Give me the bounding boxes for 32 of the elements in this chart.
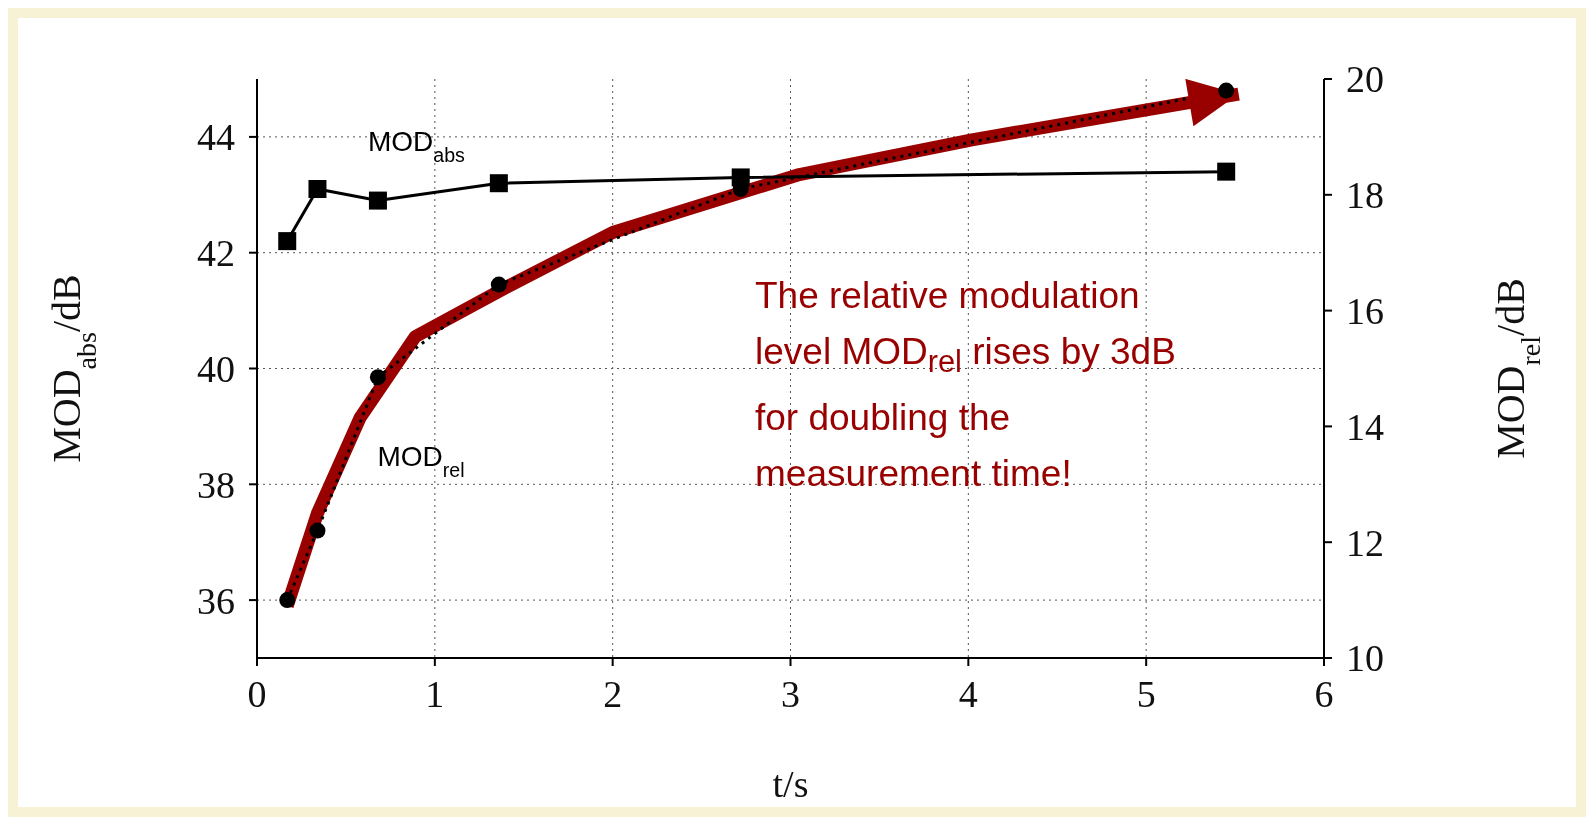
x-axis-title: t/s: [772, 763, 809, 805]
y2-tick-label: 16: [1346, 290, 1384, 333]
x-tick-label: 0: [247, 672, 267, 715]
point: [490, 276, 507, 293]
y-tick-label: 44: [197, 116, 235, 159]
x-tick-label: 4: [958, 672, 978, 715]
y2-tick-label: 18: [1346, 174, 1384, 217]
point: [309, 522, 326, 539]
series-label: MOD$_{abs}$: [367, 125, 466, 166]
point: [278, 232, 297, 251]
y-tick-label: 40: [197, 347, 235, 390]
x-tick-label: 1: [425, 672, 445, 715]
x-tick-label: 3: [781, 672, 800, 715]
annotation: The relative modulation level MOD$_{rel}$ rises by 3dB for doubling the measurement time!: [755, 274, 1177, 497]
point: [1218, 82, 1235, 99]
y-tick-label: 42: [197, 232, 235, 275]
x-tick-label: 2: [603, 672, 623, 715]
y2-tick-label: 20: [1346, 58, 1384, 101]
point: [489, 174, 508, 193]
y-tick-label: 36: [197, 579, 235, 622]
point: [279, 592, 296, 609]
point: [369, 369, 386, 386]
y2-tick-label: 12: [1346, 521, 1384, 564]
point: [368, 191, 387, 210]
y2-tick-label: 10: [1346, 637, 1384, 680]
point: [1217, 162, 1236, 181]
y-tick-label: 38: [197, 463, 235, 506]
x-tick-label: 6: [1314, 672, 1334, 715]
point: [308, 180, 327, 199]
x-tick-label: 5: [1136, 672, 1156, 715]
y2-tick-label: 14: [1346, 405, 1384, 448]
series-label: MOD$_{rel}$: [377, 440, 465, 481]
